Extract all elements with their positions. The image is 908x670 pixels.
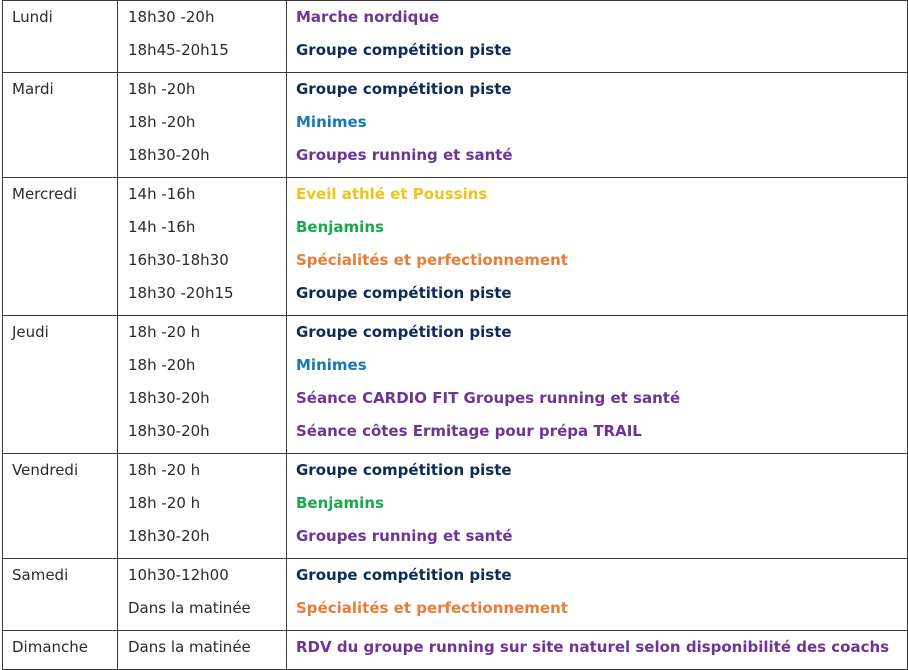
day-label: Mercredi — [12, 185, 78, 203]
activity-label: Minimes — [296, 356, 367, 374]
activity-label: Eveil athlé et Poussins — [296, 185, 488, 203]
day-label: Mardi — [12, 80, 54, 98]
activity-label: Séance côtes Ermitage pour prépa TRAIL — [296, 422, 642, 440]
time-cell: Dans la matinée — [117, 630, 287, 670]
activity-label: Groupes running et santé — [296, 146, 513, 164]
activity-label: RDV du groupe running sur site naturel s… — [296, 638, 890, 656]
activity-label: Groupe compétition piste — [296, 323, 512, 341]
activity-cell: Groupe compétition piste Benjamins Groupes… — [286, 453, 908, 559]
table-row: Dimanche Dans la matinée RDV du groupe run… — [2, 630, 908, 670]
activity-cell: Groupe compétition piste Spécialités et p… — [286, 558, 908, 631]
day-label: Samedi — [12, 566, 69, 584]
time-slot: 16h30-18h30 — [128, 251, 229, 269]
activity-label: Groupe compétition piste — [296, 80, 512, 98]
activity-label: Marche nordique — [296, 8, 440, 26]
table-row: Jeudi 18h -20 h 18h -20h 18h30-20h 18h30-20h… — [2, 315, 908, 454]
time-slot: 14h -16h — [128, 185, 196, 203]
time-slot: 18h -20 h — [128, 323, 201, 341]
table-row: Mercredi 14h -16h 14h -16h 16h30-18h30 18h30… — [2, 177, 908, 316]
time-slot: 18h -20h — [128, 80, 196, 98]
time-cell: 18h -20 h 18h -20h 18h30-20h 18h30-20h — [117, 315, 287, 454]
time-slot: 18h45-20h15 — [128, 41, 229, 59]
time-cell: 10h30-12h00 Dans la matinée — [117, 558, 287, 631]
time-slot: Dans la matinée — [128, 599, 251, 617]
activity-cell: Eveil athlé et Poussins Benjamins Spéciali… — [286, 177, 908, 316]
activity-label: Benjamins — [296, 218, 384, 236]
day-label: Jeudi — [12, 323, 49, 341]
activity-cell: Groupe compétition piste Minimes Groupes r… — [286, 72, 908, 178]
activity-label: Groupe compétition piste — [296, 284, 512, 302]
activity-label: Minimes — [296, 113, 367, 131]
time-slot: 18h -20 h — [128, 494, 201, 512]
activity-cell: RDV du groupe running sur site naturel s… — [286, 630, 908, 670]
activity-label: Groupes running et santé — [296, 527, 513, 545]
activity-label: Spécialités et perfectionnement — [296, 599, 568, 617]
activity-label: Groupe compétition piste — [296, 41, 512, 59]
time-slot: 18h -20 h — [128, 461, 201, 479]
day-cell: Mercredi — [2, 177, 118, 316]
time-slot: 10h30-12h00 — [128, 566, 229, 584]
day-cell: Dimanche — [2, 630, 118, 670]
day-label: Dimanche — [12, 638, 89, 656]
time-slot: 18h30-20h — [128, 146, 210, 164]
table-row: Mardi 18h -20h 18h -20h 18h30-20h Groupe com… — [2, 72, 908, 178]
time-slot: 18h30 -20h15 — [128, 284, 234, 302]
activity-cell: Marche nordique Groupe compétition piste — [286, 0, 908, 73]
table-row: Lundi 18h30 -20h 18h45-20h15 Marche nordiqu… — [2, 0, 908, 73]
time-cell: 18h30 -20h 18h45-20h15 — [117, 0, 287, 73]
time-slot: 18h -20h — [128, 113, 196, 131]
time-slot: 14h -16h — [128, 218, 196, 236]
table-row: Vendredi 18h -20 h 18h -20 h 18h30-20h Group… — [2, 453, 908, 559]
time-cell: 18h -20 h 18h -20 h 18h30-20h — [117, 453, 287, 559]
activity-cell: Groupe compétition piste Minimes Séance CA… — [286, 315, 908, 454]
day-cell: Vendredi — [2, 453, 118, 559]
time-slot: 18h30-20h — [128, 389, 210, 407]
day-cell: Samedi — [2, 558, 118, 631]
day-label: Lundi — [12, 8, 53, 26]
time-slot: 18h30-20h — [128, 527, 210, 545]
activity-label: Séance CARDIO FIT Groupes running et san… — [296, 389, 681, 407]
activity-label: Groupe compétition piste — [296, 566, 512, 584]
day-cell: Jeudi — [2, 315, 118, 454]
table-row: Samedi 10h30-12h00 Dans la matinée Groupe c… — [2, 558, 908, 631]
activity-label: Benjamins — [296, 494, 384, 512]
activity-label: Spécialités et perfectionnement — [296, 251, 568, 269]
time-cell: 18h -20h 18h -20h 18h30-20h — [117, 72, 287, 178]
time-cell: 14h -16h 14h -16h 16h30-18h30 18h30 -20h15 — [117, 177, 287, 316]
time-slot: Dans la matinée — [128, 638, 251, 656]
time-slot: 18h -20h — [128, 356, 196, 374]
day-label: Vendredi — [12, 461, 79, 479]
time-slot: 18h30-20h — [128, 422, 210, 440]
day-cell: Lundi — [2, 0, 118, 73]
day-cell: Mardi — [2, 72, 118, 178]
activity-label: Groupe compétition piste — [296, 461, 512, 479]
time-slot: 18h30 -20h — [128, 8, 215, 26]
